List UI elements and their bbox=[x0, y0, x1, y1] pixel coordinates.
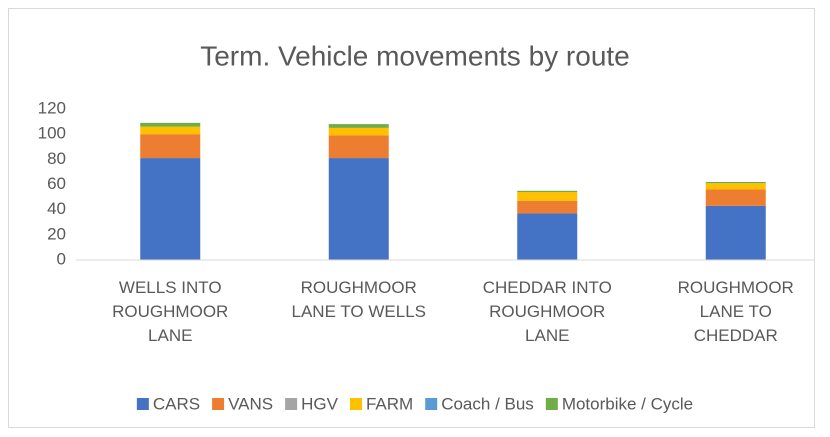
x-tick-label: ROUGHMOOR LANE TO WELLS bbox=[291, 278, 426, 321]
legend-swatch bbox=[425, 398, 438, 410]
bar-segment bbox=[705, 181, 766, 184]
legend-swatch bbox=[545, 398, 558, 410]
x-tick-label: CHEDDAR INTO ROUGHMOOR LANE bbox=[482, 278, 612, 345]
legend-swatch bbox=[285, 398, 298, 410]
y-tick-label: 40 bbox=[47, 199, 66, 218]
legend-label: VANS bbox=[228, 394, 273, 413]
bar-segment bbox=[705, 189, 766, 206]
y-tick-label: 60 bbox=[47, 174, 66, 193]
legend-label: Motorbike / Cycle bbox=[562, 394, 693, 413]
bar-segment bbox=[328, 127, 389, 136]
bar-segment bbox=[328, 135, 389, 159]
bar-segment bbox=[705, 205, 766, 260]
y-tick-label: 20 bbox=[47, 224, 66, 243]
legend-label: CARS bbox=[153, 394, 200, 413]
chart-title: Term. Vehicle movements by route bbox=[200, 40, 630, 71]
bar-segment bbox=[517, 200, 578, 214]
bar-segment bbox=[517, 192, 578, 201]
legend-label: FARM bbox=[366, 394, 413, 413]
bar-segment bbox=[517, 190, 578, 193]
bar-segment bbox=[328, 158, 389, 260]
bar-segment bbox=[140, 158, 201, 260]
legend-swatch bbox=[136, 398, 149, 410]
legend-swatch bbox=[349, 398, 362, 410]
legend-swatch bbox=[212, 398, 225, 410]
legend-label: Coach / Bus bbox=[441, 394, 534, 413]
y-tick-label: 0 bbox=[57, 249, 66, 268]
x-tick-label: ROUGHMOOR LANE TO CHEDDAR bbox=[677, 278, 794, 345]
bar-segment bbox=[328, 124, 389, 128]
y-tick-label: 120 bbox=[38, 98, 66, 117]
bar-segment bbox=[140, 134, 201, 159]
y-tick-label: 100 bbox=[38, 124, 66, 143]
bar-segment bbox=[517, 213, 578, 260]
legend-label: HGV bbox=[301, 394, 339, 413]
bar-segment bbox=[140, 126, 201, 135]
bar-segment bbox=[705, 183, 766, 190]
y-tick-label: 80 bbox=[47, 149, 66, 168]
bar-segment bbox=[140, 122, 201, 127]
x-tick-label: WELLS INTO ROUGHMOOR LANE bbox=[112, 278, 229, 345]
